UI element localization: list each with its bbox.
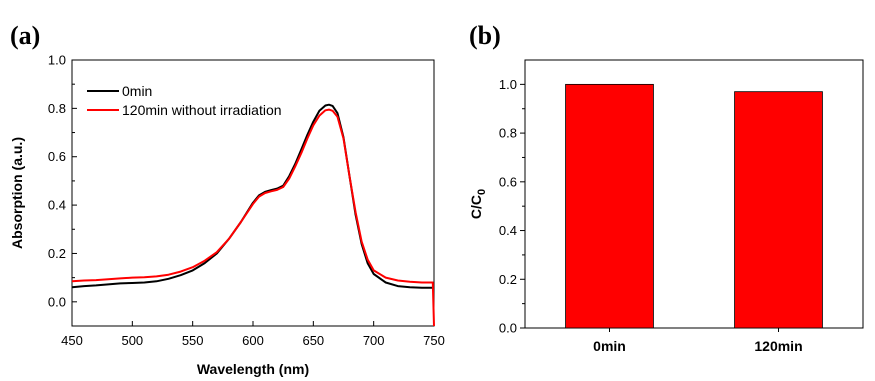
x-axis-a: 450 500 550 600 650 700 750 — [61, 321, 445, 348]
chart-b: (b) 0.0 0.2 0.4 0.6 0.8 1.0 0min 120min C/C0 — [468, 21, 864, 354]
bars-b — [565, 83, 823, 329]
y-axis-title-b-sub: 0 — [476, 189, 488, 195]
panel-b-label: (b) — [469, 21, 501, 50]
plot-b-frame — [524, 59, 864, 329]
legend-label-120min: 120min without irradiation — [122, 102, 282, 118]
legend-label-0min: 0min — [122, 83, 152, 99]
bar-0min — [565, 83, 654, 329]
category-label-120min: 120min — [754, 338, 802, 354]
y-tick-label-b: 0.8 — [499, 126, 517, 141]
y-tick-label-b: 0.4 — [499, 223, 517, 238]
legend-a: 0min 120min without irradiation — [87, 83, 282, 118]
plot-a-frame — [71, 59, 435, 327]
x-tick-label-a: 700 — [363, 333, 385, 348]
x-tick-label-a: 750 — [423, 333, 445, 348]
y-tick-label-a: 0.4 — [48, 198, 66, 213]
y-tick-label-a: 0.0 — [48, 294, 66, 309]
y-tick-label-a: 0.2 — [48, 246, 66, 261]
y-axis-title-b-main: C/C — [468, 195, 484, 219]
x-axis-b: 0min 120min — [593, 328, 803, 354]
y-axis-b: 0.0 0.2 0.4 0.6 0.8 1.0 — [499, 77, 525, 336]
y-axis-title-a: Absorption (a.u.) — [9, 137, 25, 249]
x-tick-label-a: 600 — [242, 333, 264, 348]
series-line-1 — [71, 108, 435, 327]
y-tick-label-b: 0.2 — [499, 272, 517, 287]
y-tick-label-a: 0.8 — [48, 101, 66, 116]
x-tick-label-a: 450 — [61, 333, 83, 348]
y-tick-label-b: 0.6 — [499, 174, 517, 189]
y-axis-a: 0.0 0.2 0.4 0.6 0.8 1.0 — [48, 53, 77, 309]
bar-120min — [734, 91, 823, 329]
series-line-0 — [71, 103, 434, 289]
y-tick-label-a: 0.6 — [48, 149, 66, 164]
x-axis-title-a: Wavelength (nm) — [197, 361, 309, 377]
x-tick-label-a: 500 — [121, 333, 143, 348]
y-axis-title-b: C/C0 — [468, 189, 488, 219]
y-tick-label-a: 1.0 — [48, 53, 66, 68]
panel-a-label: (a) — [10, 21, 40, 50]
category-label-0min: 0min — [593, 338, 626, 354]
x-tick-label-a: 550 — [182, 333, 204, 348]
chart-a: (a) 450 500 550 600 650 700 750 0.00.20.40.60.… — [9, 21, 445, 377]
y-tick-label-b: 0.0 — [499, 321, 517, 336]
y-tick-label-b: 1.0 — [499, 77, 517, 92]
x-tick-label-a: 650 — [302, 333, 324, 348]
series-a — [71, 103, 435, 327]
